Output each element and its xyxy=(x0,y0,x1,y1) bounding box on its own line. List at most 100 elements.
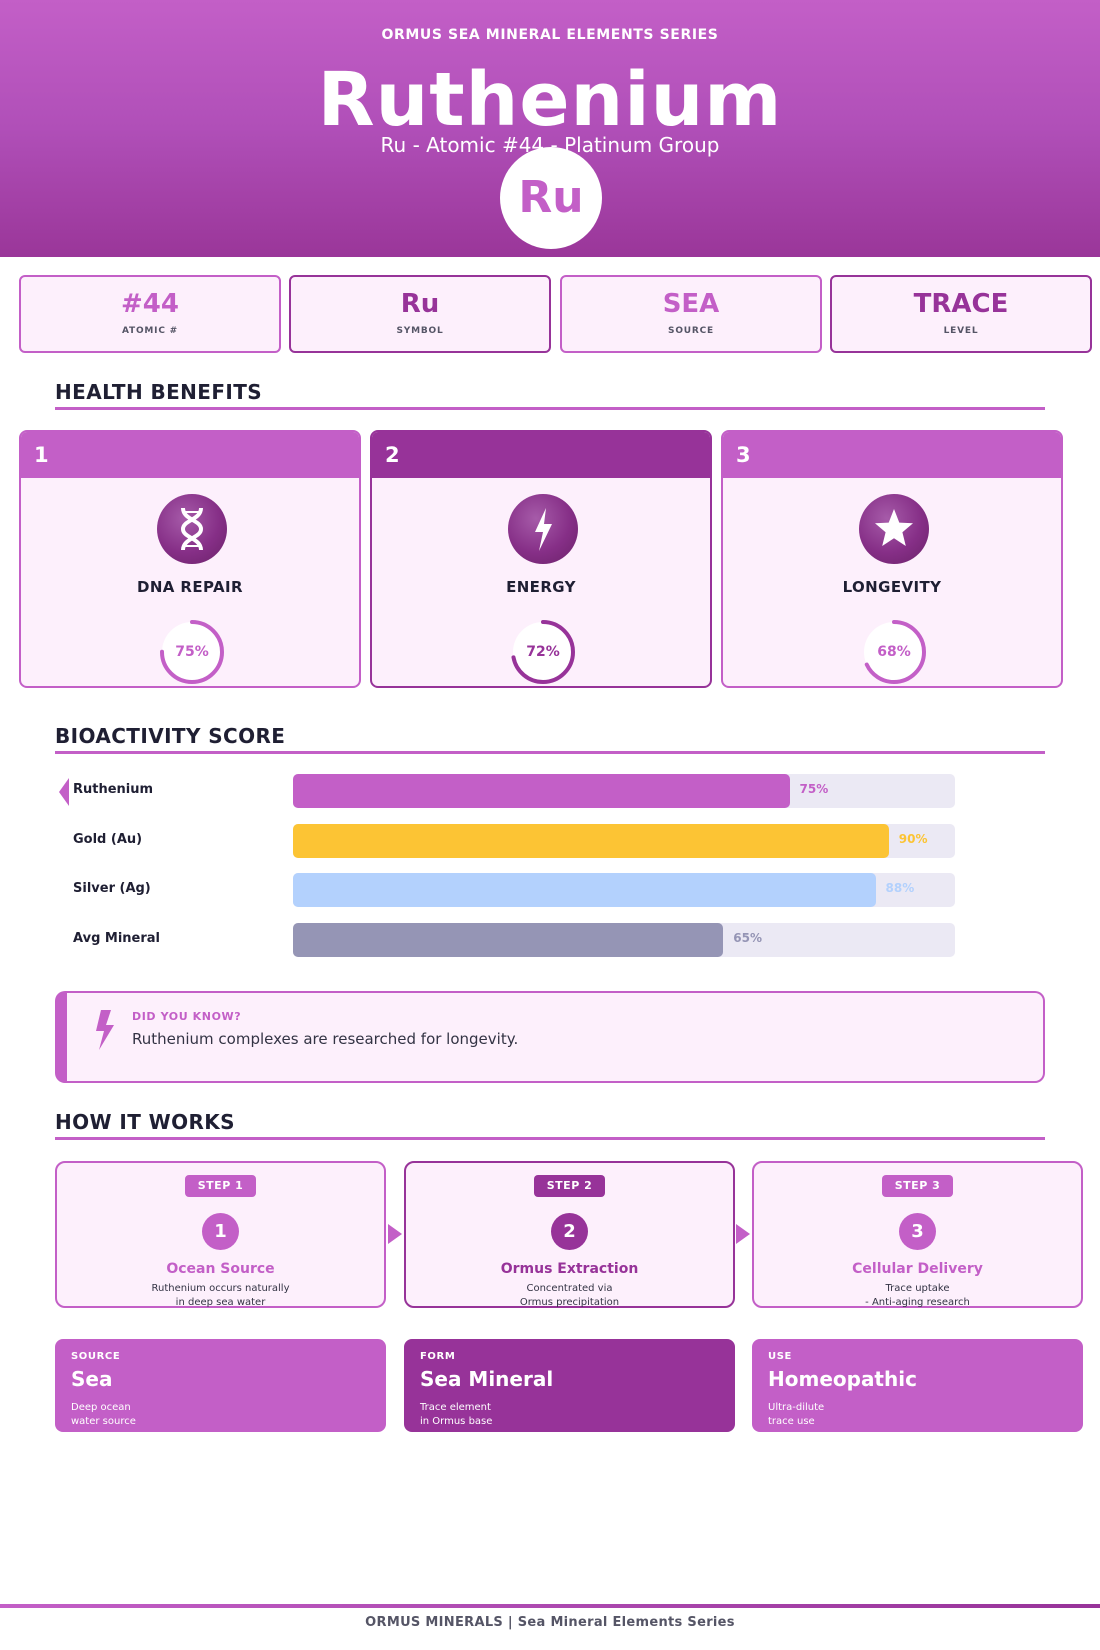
bioactivity-row-gold: Gold (Au) 90% xyxy=(55,824,955,860)
step-title: Ocean Source xyxy=(166,1261,275,1277)
benefit-card-longevity: 3 LONGEVITY 68% xyxy=(721,430,1063,688)
step-description: in deep sea water xyxy=(175,1297,266,1308)
benefit-card-energy: 2 ENERGY 72% xyxy=(370,430,712,688)
step-description: Ruthenium occurs naturally xyxy=(151,1283,290,1294)
info-card-source: SOURCE Sea Deep ocean water source xyxy=(55,1339,386,1432)
benefit-name: ENERGY xyxy=(506,578,576,596)
info-description: Deep ocean xyxy=(71,1402,131,1413)
section-heading-how: HOW IT WORKS xyxy=(55,1110,1045,1140)
ring-track xyxy=(864,622,924,682)
stat-label: SOURCE xyxy=(668,326,714,336)
stat-card-level: TRACE LEVEL xyxy=(830,275,1092,353)
bar-value: 90% xyxy=(898,832,928,846)
info-key: SOURCE xyxy=(71,1351,121,1362)
bar-track xyxy=(293,774,955,808)
benefit-card-dna-repair: 1 DNA REPAIR 75% xyxy=(19,430,361,688)
highlight-marker-icon xyxy=(59,778,69,806)
stat-value: SEA xyxy=(662,289,720,319)
info-card-form: FORM Sea Mineral Trace element in Ormus … xyxy=(404,1339,735,1432)
stat-card-atomic: #44 ATOMIC # xyxy=(19,275,281,353)
step-card-3: STEP 3 3 Cellular Delivery Trace uptake … xyxy=(752,1161,1083,1308)
info-value: Sea Mineral xyxy=(420,1367,554,1391)
bar-fill xyxy=(293,873,876,907)
info-description: Ultra-dilute xyxy=(768,1402,825,1413)
benefit-name: DNA REPAIR xyxy=(137,578,243,596)
ring-track xyxy=(162,622,222,682)
info-value: Homeopathic xyxy=(768,1367,917,1391)
benefit-number: 2 xyxy=(372,432,710,478)
stat-card-symbol: Ru SYMBOL xyxy=(289,275,551,353)
stat-label: LEVEL xyxy=(943,326,979,336)
step-description: Trace uptake xyxy=(885,1283,950,1294)
hero-banner: ORMUS SEA MINERAL ELEMENTS SERIES Ruthen… xyxy=(0,0,1100,257)
benefit-progress-ring xyxy=(511,620,575,684)
step-card-2: STEP 2 2 Ormus Extraction Concentrated v… xyxy=(404,1161,735,1308)
step-card-1: STEP 1 1 Ocean Source Ruthenium occurs n… xyxy=(55,1161,386,1308)
bar-track xyxy=(293,873,955,907)
did-you-know-callout: DID YOU KNOW? Ruthenium complexes are re… xyxy=(55,991,1045,1083)
step-number: 3 xyxy=(899,1213,936,1250)
info-key: FORM xyxy=(420,1351,456,1362)
bar-label: Ruthenium xyxy=(73,782,154,797)
benefit-percent: 68% xyxy=(877,644,911,660)
footer-text: ORMUS MINERALS | Sea Mineral Elements Se… xyxy=(365,1615,735,1630)
step-number: 2 xyxy=(551,1213,588,1250)
series-label: ORMUS SEA MINERAL ELEMENTS SERIES xyxy=(381,27,719,43)
info-description: in Ormus base xyxy=(420,1416,493,1427)
callout-label: DID YOU KNOW? xyxy=(132,1010,242,1023)
bar-label: Gold (Au) xyxy=(73,832,143,847)
ring-progress xyxy=(160,620,224,684)
bar-label: Avg Mineral xyxy=(73,931,161,946)
section-title: HOW IT WORKS xyxy=(55,1110,235,1134)
step-description: - Anti-aging research xyxy=(865,1297,970,1308)
bar-value: 75% xyxy=(799,782,829,796)
bioactivity-row-ruthenium: Ruthenium 75% xyxy=(55,774,955,810)
info-description: Trace element xyxy=(420,1402,491,1413)
benefit-number: 3 xyxy=(723,432,1061,478)
page-title: Ruthenium xyxy=(317,57,783,143)
bar-fill xyxy=(293,774,790,808)
stat-label: SYMBOL xyxy=(396,326,444,336)
ring-progress xyxy=(511,620,575,684)
arrow-right-icon xyxy=(736,1224,750,1244)
bioactivity-row-avg: Avg Mineral 65% xyxy=(55,923,955,959)
footer-divider xyxy=(0,1604,1100,1608)
section-title: BIOACTIVITY SCORE xyxy=(55,724,286,748)
arrow-right-icon xyxy=(388,1224,402,1244)
step-title: Cellular Delivery xyxy=(852,1261,983,1277)
step-description: Ormus precipitation xyxy=(519,1297,620,1308)
step-tag: STEP 3 xyxy=(882,1175,953,1197)
info-key: USE xyxy=(768,1351,792,1362)
bar-label: Silver (Ag) xyxy=(73,881,151,896)
benefit-percent: 72% xyxy=(526,644,560,660)
section-heading-benefits: HEALTH BENEFITS xyxy=(55,380,1045,410)
bar-track xyxy=(293,824,955,858)
step-tag: STEP 1 xyxy=(185,1175,256,1197)
benefit-progress-ring xyxy=(160,620,224,684)
callout-text: Ruthenium complexes are researched for l… xyxy=(132,1030,519,1048)
stat-card-source: SEA SOURCE xyxy=(560,275,822,353)
dna-icon xyxy=(157,494,227,564)
step-title: Ormus Extraction xyxy=(500,1261,639,1277)
star-icon xyxy=(859,494,929,564)
info-description: water source xyxy=(71,1416,136,1427)
info-description: trace use xyxy=(768,1416,815,1427)
bar-value: 88% xyxy=(885,881,915,895)
step-description: Concentrated via xyxy=(526,1283,613,1294)
bar-track xyxy=(293,923,955,957)
step-number: 1 xyxy=(202,1213,239,1250)
stat-value: TRACE xyxy=(913,289,1009,319)
info-card-use: USE Homeopathic Ultra-dilute trace use xyxy=(752,1339,1083,1432)
benefit-name: LONGEVITY xyxy=(842,578,942,596)
benefit-number: 1 xyxy=(21,432,359,478)
stat-value: #44 xyxy=(121,289,179,319)
bar-fill xyxy=(293,824,889,858)
section-title: HEALTH BENEFITS xyxy=(55,380,263,404)
stat-label: ATOMIC # xyxy=(121,326,179,336)
bioactivity-row-silver: Silver (Ag) 88% xyxy=(55,873,955,909)
lightning-icon xyxy=(96,1010,114,1050)
bar-fill xyxy=(293,923,724,957)
ring-progress xyxy=(862,620,926,684)
ring-track xyxy=(513,622,573,682)
element-badge: Ru xyxy=(500,147,602,249)
